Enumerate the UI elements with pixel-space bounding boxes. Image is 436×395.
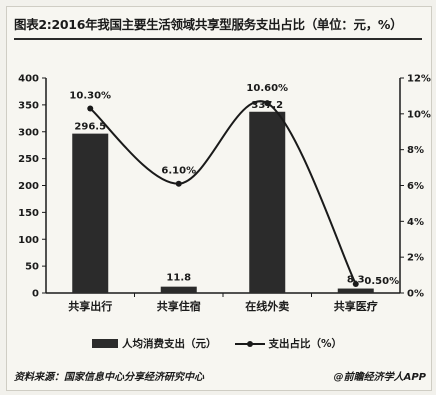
line-point <box>264 100 271 107</box>
line-value-label: 10.60% <box>246 83 288 94</box>
legend: 人均消费支出（元） 支出占比（%） <box>92 336 342 351</box>
y-right-tick-label: 2% <box>407 253 424 264</box>
watermark: @前瞻经济学人APP <box>333 372 426 383</box>
bar-value-label: 11.8 <box>166 273 191 284</box>
x-tick-label: 在线外卖 <box>245 299 289 313</box>
y-left-tick-label: 350 <box>18 100 39 111</box>
bar <box>337 288 374 293</box>
bar <box>160 286 197 293</box>
source-note: 资料来源：国家信息中心分享经济研究中心 <box>14 372 204 383</box>
y-left-tick-label: 250 <box>18 154 39 165</box>
line-value-label: 10.30% <box>69 90 111 101</box>
x-tick-label: 共享住宿 <box>157 299 201 313</box>
y-left-tick-label: 100 <box>18 235 39 246</box>
legend-bar-swatch <box>92 339 118 348</box>
chart-title: 图表2:2016年我国主要生活领域共享型服务支出占比（单位：元，%） <box>14 17 403 32</box>
series-line <box>89 100 357 285</box>
bar <box>72 133 109 293</box>
y-left-tick-label: 50 <box>25 262 39 273</box>
bar-series <box>72 111 374 293</box>
y-right-tick-label: 8% <box>407 145 424 156</box>
x-tick-label: 共享出行 <box>68 299 112 313</box>
y-right-tick-label: 10% <box>407 109 431 120</box>
line-value-label: 0.50% <box>364 276 399 287</box>
y-right-tick-label: 12% <box>407 74 431 85</box>
line-value-label: 6.10% <box>161 166 196 177</box>
y-left-tick-label: 150 <box>18 208 39 219</box>
y-left-tick-label: 200 <box>18 181 39 192</box>
title-divider <box>14 38 422 40</box>
line-point <box>87 105 94 112</box>
y-right-tick-label: 0% <box>407 289 424 300</box>
bar-value-label: 337.2 <box>251 100 283 111</box>
y-right-tick-label: 6% <box>407 181 424 192</box>
y-left-tick-label: 0 <box>32 289 39 300</box>
line-series <box>87 100 359 288</box>
bar-value-label: 8.3 <box>347 275 365 286</box>
data-labels: 296.5 11.8 337.2 8.3 10.30% 6.10% 10.60% 0.50% <box>69 83 399 287</box>
bar <box>249 111 286 293</box>
legend-bar-label: 人均消费支出（元） <box>122 338 217 350</box>
x-tick-label: 共享医疗 <box>334 299 378 313</box>
line-point <box>175 180 182 187</box>
y-left-tick-label: 400 <box>18 74 39 85</box>
line-point <box>352 281 359 288</box>
y-right-tick-label: 4% <box>407 217 424 228</box>
y-left-tick-label: 300 <box>18 127 39 138</box>
bar-value-label: 296.5 <box>74 122 106 133</box>
legend-line-label: 支出占比（%） <box>268 338 343 350</box>
legend-line-swatch <box>234 339 265 349</box>
